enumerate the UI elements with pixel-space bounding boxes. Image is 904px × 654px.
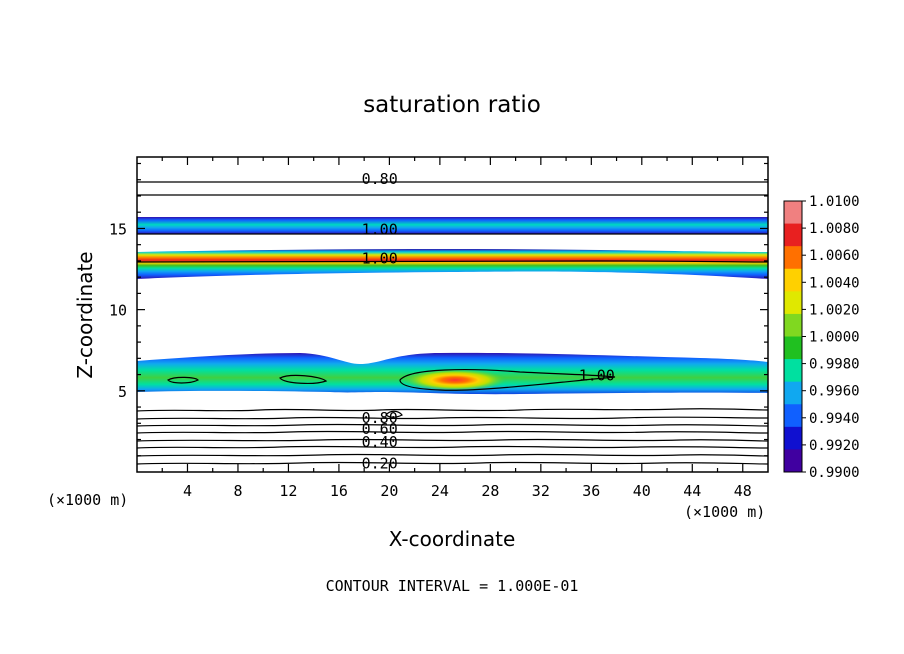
contour-low-3 — [167, 376, 200, 384]
contour-small-eddy — [385, 410, 403, 418]
filled-contours — [137, 217, 768, 395]
hot-spot — [403, 369, 507, 391]
contour-labels: 0.801.001.001.000.800.600.400.20 — [362, 170, 615, 472]
contour-bottom-1 — [137, 408, 768, 412]
x-tick-label: 40 — [633, 482, 651, 500]
plot-frame — [136, 156, 769, 473]
contour-low-2 — [279, 374, 328, 384]
y-tick-label: 15 — [109, 220, 127, 238]
colorbar-swatch — [784, 336, 802, 360]
contour-label: 1.00 — [579, 367, 615, 385]
colorbar-label: 1.0060 — [809, 248, 860, 264]
x-tick-label: 36 — [582, 482, 600, 500]
colorbar-label: 0.9960 — [809, 384, 860, 400]
chart-title: saturation ratio — [363, 92, 541, 118]
x-tick-label: 32 — [532, 482, 550, 500]
colorbar-label: 0.9940 — [809, 411, 860, 427]
colorbar-swatch — [784, 426, 802, 450]
contour-bottom-7 — [137, 453, 768, 457]
colorbar-swatch — [784, 246, 802, 270]
x-tick-label: 12 — [279, 482, 297, 500]
x-tick-label: 8 — [233, 482, 242, 500]
contour-label: 0.60 — [362, 420, 398, 438]
x-tick-label: 24 — [431, 482, 449, 500]
axis-ticks — [137, 157, 768, 472]
x-tick-label: 20 — [380, 482, 398, 500]
colorbar-swatch — [784, 313, 802, 337]
colorbar-swatch — [784, 359, 802, 383]
y-tick-label: 10 — [109, 302, 127, 320]
contour-label: 0.80 — [362, 409, 398, 427]
x-axis-label: X-coordinate — [389, 527, 516, 551]
contour-mid-1 — [137, 260, 768, 263]
colorbar-label: 1.0000 — [809, 330, 860, 346]
colorbar-label: 1.0040 — [809, 275, 860, 291]
y-tick-label: 5 — [118, 383, 127, 401]
colorbar-swatch — [784, 291, 802, 315]
mid-band — [137, 248, 768, 279]
contour-label: 0.20 — [362, 454, 398, 472]
x-tick-label: 4 — [183, 482, 192, 500]
colorbar-label: 1.0020 — [809, 302, 860, 318]
contour-label: 0.40 — [362, 433, 398, 451]
contour-bottom-2 — [137, 416, 768, 420]
colorbar-swatch — [784, 223, 802, 247]
contour-label: 0.80 — [362, 170, 398, 188]
colorbar-label: 0.9900 — [809, 465, 860, 481]
contour-label: 1.00 — [362, 220, 398, 238]
x-tick-label: 48 — [734, 482, 752, 500]
contour-bottom-4 — [137, 430, 768, 434]
colorbar-swatch — [784, 449, 802, 473]
colorbar: 1.0100 1.0080 1.0060 1.0040 1.0020 1.0000 0.99… — [783, 194, 860, 481]
contour-bottom-5 — [137, 438, 768, 442]
x-tick-label: 16 — [330, 482, 348, 500]
contour-low-1 — [399, 369, 616, 391]
colorbar-label: 1.0100 — [809, 194, 860, 210]
colorbar-swatch — [784, 404, 802, 428]
x-tick-labels: 4 8 12 16 20 24 28 32 36 40 44 48 — [183, 482, 752, 500]
contour-bottom-8 — [137, 461, 768, 465]
contour-lines — [137, 181, 768, 465]
upper-band — [137, 217, 768, 234]
contour-label: 1.00 — [362, 250, 398, 268]
contour-bottom-3 — [137, 423, 768, 427]
y-tick-labels: 5 10 15 — [109, 220, 127, 400]
colorbar-label: 0.9980 — [809, 357, 860, 373]
colorbar-label: 1.0080 — [809, 221, 860, 237]
colorbar-label: 0.9920 — [809, 438, 860, 454]
y-axis-label: Z-coordinate — [73, 251, 97, 378]
colorbar-swatch — [784, 201, 802, 225]
colorbar-swatch — [784, 381, 802, 405]
x-unit-left: (×1000 m) — [47, 491, 128, 509]
contour-interval-footer: CONTOUR INTERVAL = 1.000E-01 — [326, 577, 579, 595]
x-unit-right: (×1000 m) — [684, 503, 765, 521]
x-tick-label: 44 — [683, 482, 701, 500]
x-tick-label: 28 — [481, 482, 499, 500]
contour-bottom-6 — [137, 445, 768, 449]
colorbar-swatch — [784, 268, 802, 292]
